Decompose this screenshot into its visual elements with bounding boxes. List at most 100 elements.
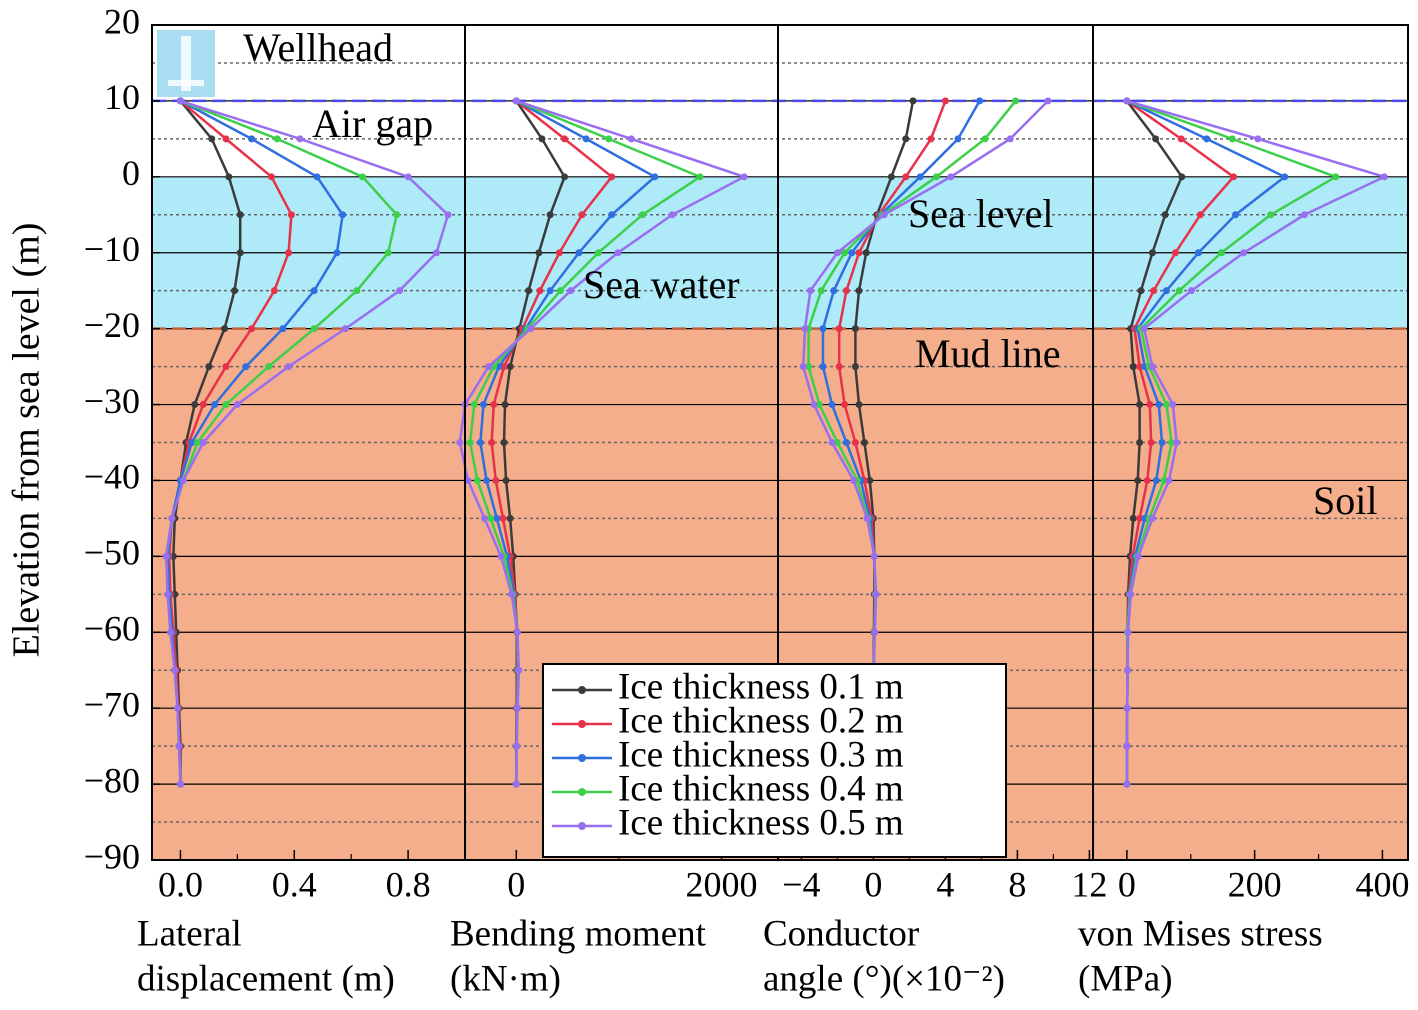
series-marker [1012, 97, 1020, 105]
x-tick-label: 0.0 [158, 864, 203, 904]
series-marker [1127, 590, 1135, 598]
series-marker [171, 666, 179, 674]
x-axis-label: displacement (m) [137, 958, 395, 999]
series-marker [273, 135, 281, 143]
series-marker [466, 439, 474, 446]
icon-rig [181, 36, 191, 91]
series-marker [833, 439, 841, 446]
series-marker [1137, 287, 1145, 295]
series-marker [851, 363, 859, 371]
y-tick-label: −70 [84, 684, 140, 724]
series-marker [954, 135, 962, 143]
series-marker [1380, 173, 1388, 181]
series-marker [1123, 742, 1131, 750]
series-marker [1148, 249, 1156, 257]
series-marker [502, 476, 510, 484]
y-tick-label: −10 [84, 229, 140, 269]
series-marker [513, 742, 521, 750]
series-marker [525, 287, 533, 295]
series-marker [166, 628, 174, 636]
series-marker [205, 363, 213, 371]
series-marker [268, 173, 276, 181]
series-marker [1136, 401, 1144, 409]
series-marker [535, 249, 543, 257]
series-marker [188, 439, 196, 446]
series-marker [1169, 401, 1177, 409]
legend-box [542, 663, 1007, 858]
series-marker [393, 211, 401, 219]
series-marker [567, 287, 575, 295]
series-marker [1300, 211, 1308, 219]
series-marker [835, 363, 843, 371]
series-marker [916, 173, 924, 181]
x-axis-label: Lateral [137, 913, 242, 954]
series-marker [1136, 363, 1144, 371]
series-marker [279, 325, 287, 333]
series-marker [1217, 249, 1225, 257]
series-marker [819, 363, 827, 371]
y-axis-label: Elevation from sea level (m) [6, 223, 48, 658]
series-marker [1123, 97, 1131, 105]
series-marker [546, 211, 554, 219]
series-marker [1155, 401, 1163, 409]
series-marker [860, 439, 868, 446]
series-marker [1143, 476, 1151, 484]
x-tick-label: 0 [1118, 864, 1136, 904]
series-marker [842, 287, 850, 295]
series-marker [527, 325, 535, 333]
series-marker [175, 742, 183, 750]
legend-label: Ice thickness 0.1 m [618, 666, 904, 707]
series-marker [696, 173, 704, 181]
plot [162, 97, 1388, 788]
series-marker [310, 325, 318, 333]
series-marker [1173, 439, 1181, 446]
series-marker [1129, 514, 1137, 522]
series-marker [817, 287, 825, 295]
series-marker [806, 287, 814, 295]
series-marker [981, 135, 989, 143]
series-marker [222, 401, 230, 409]
x-axis-label: Bending moment [450, 913, 707, 954]
series-marker [1231, 211, 1239, 219]
series-marker [1134, 552, 1142, 560]
series-marker [1240, 249, 1248, 257]
series-marker [265, 363, 273, 371]
series-marker [880, 211, 888, 219]
y-tick-label: −30 [84, 381, 140, 421]
series-marker [208, 135, 216, 143]
series-marker [476, 439, 484, 446]
series-marker [828, 401, 836, 409]
legend-label: Ice thickness 0.3 m [618, 734, 904, 775]
series-marker [199, 401, 207, 409]
series-marker [1281, 173, 1289, 181]
series-marker [561, 173, 569, 181]
annotation: Air gap [312, 101, 433, 146]
annotation: Sea level [908, 191, 1054, 236]
series-marker [909, 97, 917, 105]
series-marker [211, 401, 219, 409]
series-marker [855, 401, 863, 409]
series-marker [850, 476, 858, 484]
series-marker [287, 211, 295, 219]
series-marker [841, 401, 849, 409]
series-marker [668, 211, 676, 219]
wellhead-icon [157, 30, 215, 97]
series-marker [815, 401, 823, 409]
series-marker [902, 173, 910, 181]
series-marker [497, 552, 505, 560]
icon-deck [168, 80, 204, 86]
series-marker [1136, 439, 1144, 446]
series-marker [396, 287, 404, 295]
series-line [801, 100, 1049, 671]
series-marker [1171, 249, 1179, 257]
series-marker [222, 363, 230, 371]
x-tick-label: 0.8 [386, 864, 431, 904]
series-marker [1123, 704, 1131, 712]
series-marker [500, 363, 508, 371]
series-marker [1148, 363, 1156, 371]
series-marker [578, 211, 586, 219]
series-marker [605, 135, 613, 143]
legend-label: Ice thickness 0.4 m [618, 768, 904, 809]
